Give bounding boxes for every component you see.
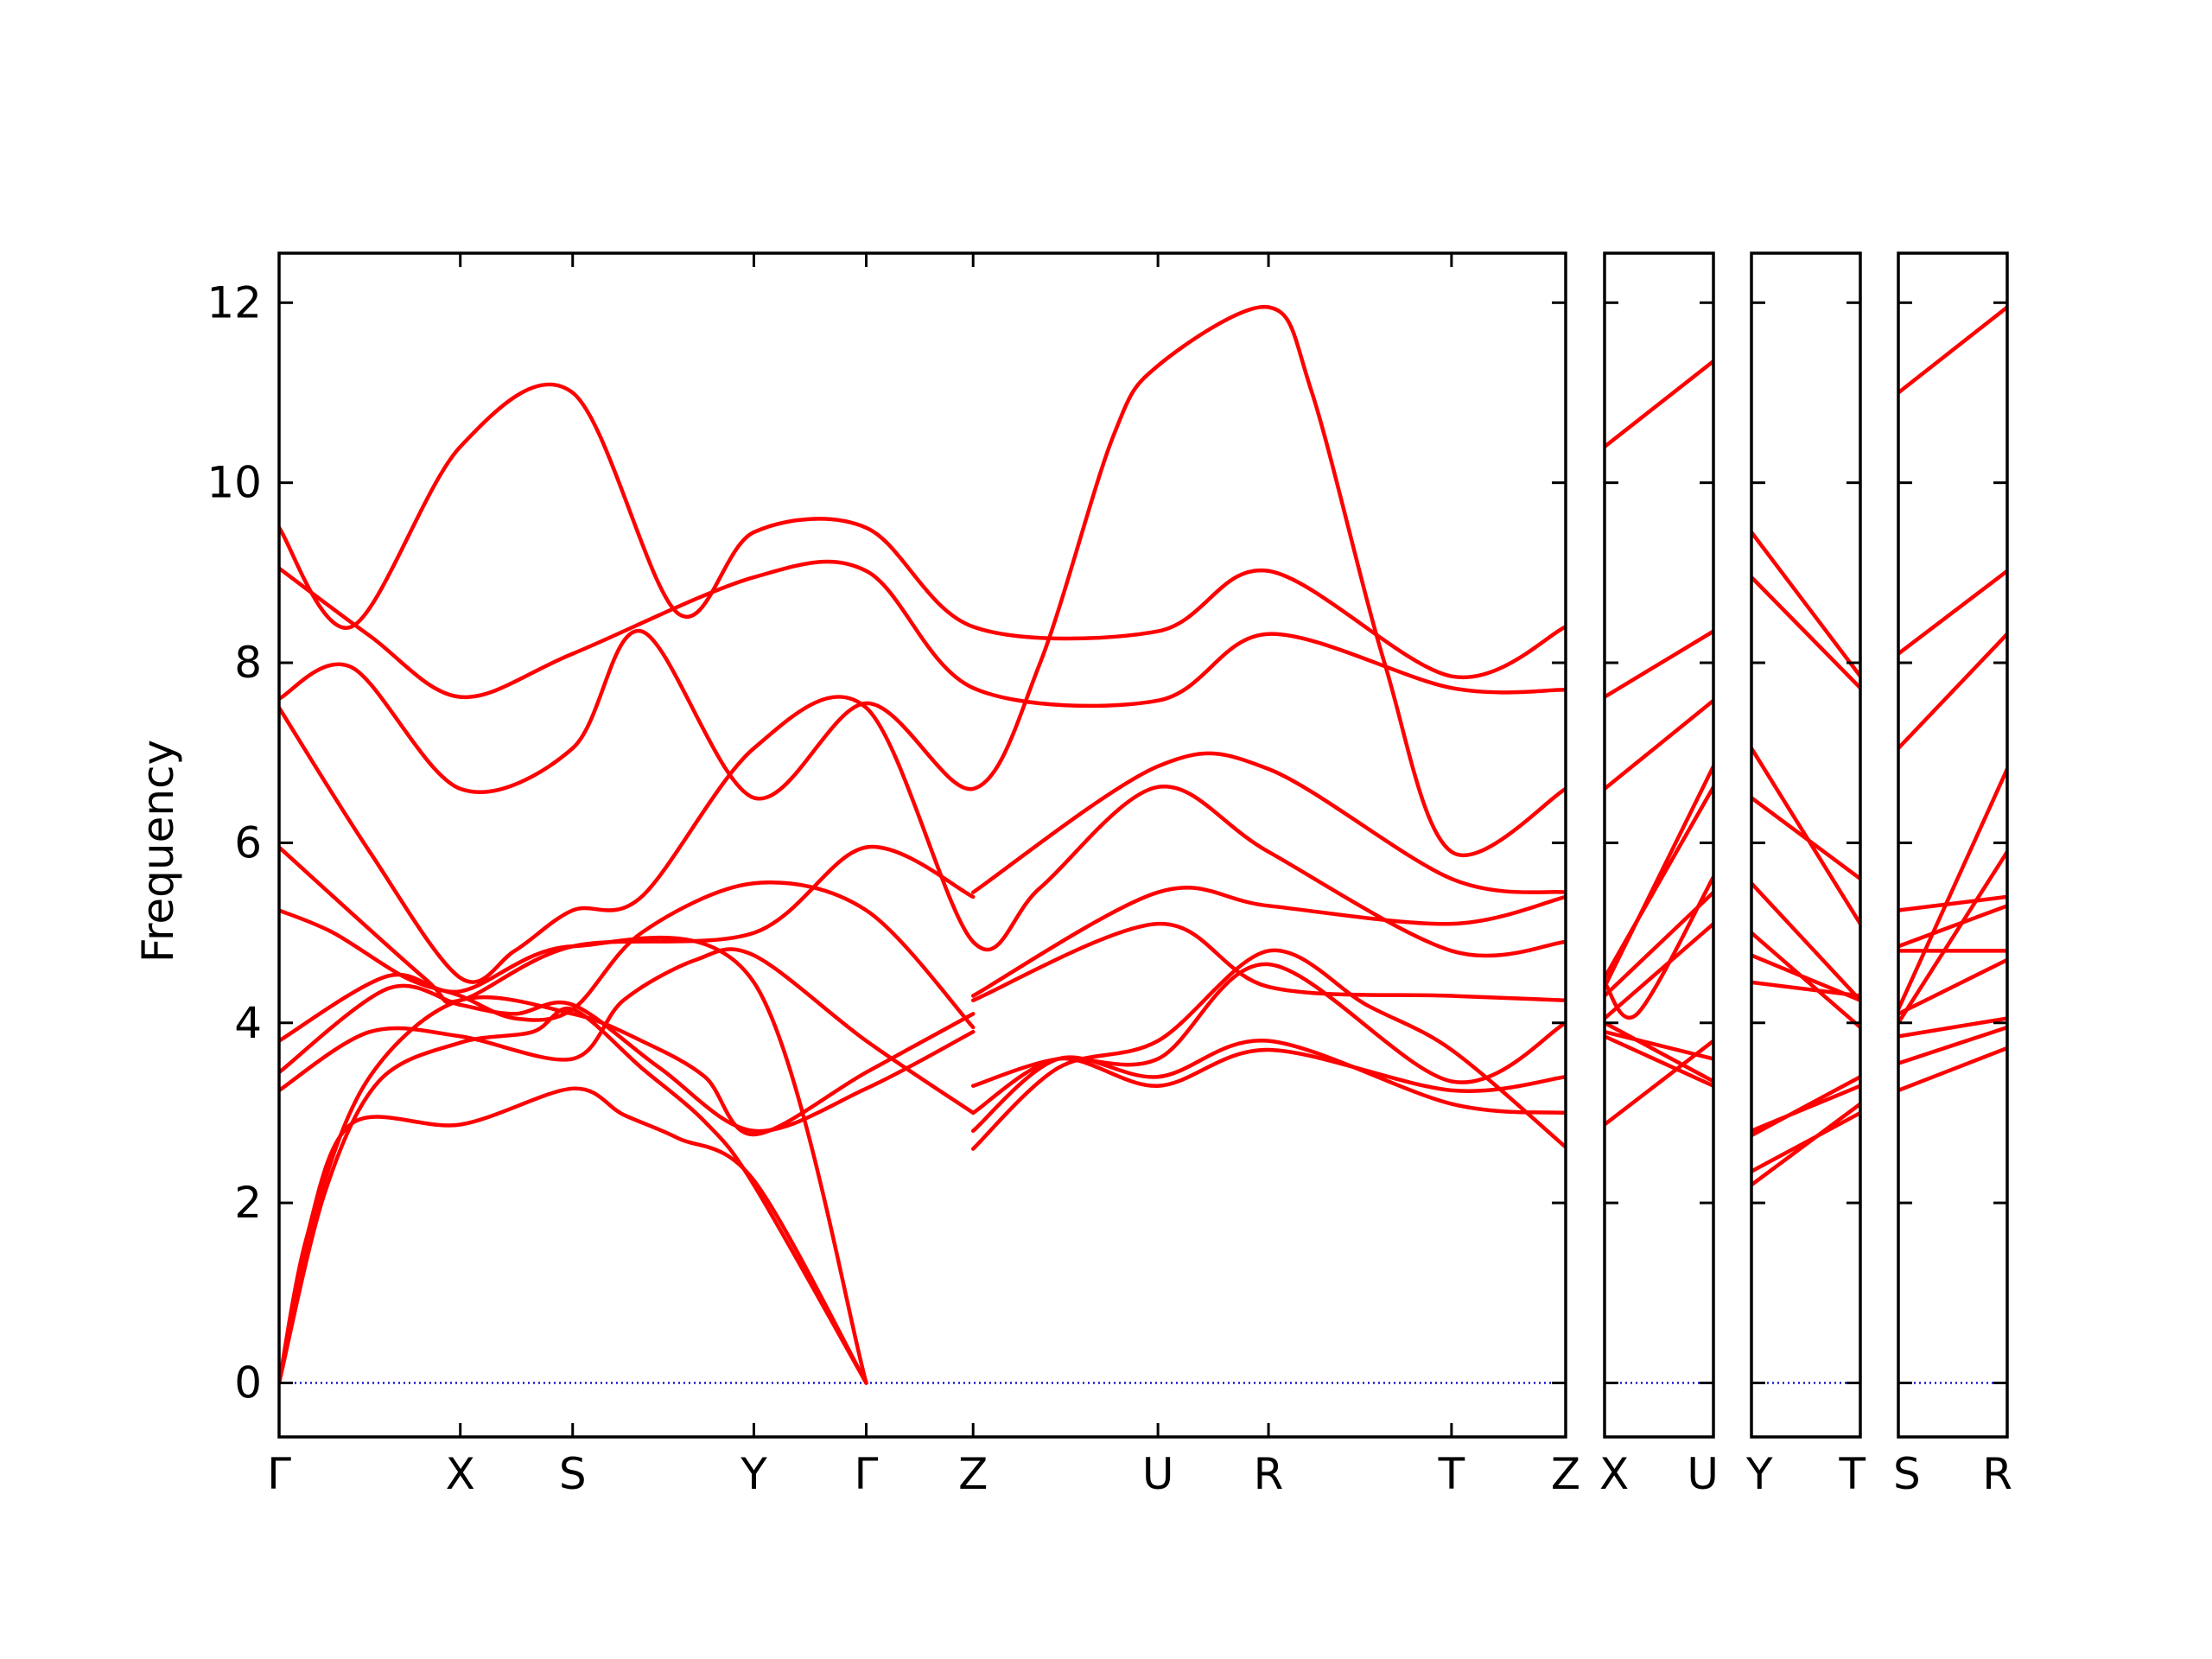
band-line-14 — [970, 1039, 1566, 1134]
band-line-11 — [279, 559, 1566, 709]
band-line-4 — [279, 947, 976, 1116]
band-line-7 — [1898, 904, 2007, 949]
band-line-9 — [1898, 957, 2007, 1016]
band-line-18 — [970, 886, 1566, 998]
band-line-12 — [279, 382, 1566, 680]
y-tick-label: 8 — [234, 638, 262, 688]
panel-frame — [1750, 251, 1862, 1439]
band-line-1 — [1751, 530, 1860, 678]
band-line-8 — [1751, 980, 1860, 998]
band-line-3 — [1898, 632, 2007, 751]
band-line-4 — [1751, 796, 1860, 881]
band-line-10 — [1898, 1016, 2007, 1039]
band-line-5 — [1605, 785, 1713, 980]
band-line-10 — [1751, 1075, 1860, 1138]
band-line-12 — [1898, 1046, 2007, 1093]
band-line-10 — [1605, 1029, 1713, 1061]
k-point-label: S — [1893, 1449, 1921, 1499]
band-line-1 — [1605, 359, 1713, 449]
band-line-10 — [279, 305, 1566, 857]
panel-frame — [277, 251, 1567, 1439]
band-line-3 — [279, 995, 976, 1385]
y-tick-label: 2 — [234, 1178, 262, 1228]
band-line-4 — [1898, 766, 2007, 1012]
band-line-5 — [1898, 849, 2007, 1026]
y-tick-label: 0 — [234, 1357, 262, 1408]
k-point-label: T — [1838, 1449, 1866, 1499]
bands — [279, 305, 1566, 1385]
k-point-label: X — [446, 1449, 475, 1499]
band-line-13 — [970, 948, 1566, 1151]
k-point-label: Γ — [855, 1449, 879, 1499]
band-line-12 — [1605, 1034, 1713, 1088]
band-line-11 — [1605, 1020, 1713, 1084]
band-line-16 — [970, 962, 1566, 1088]
band-line-4 — [1605, 764, 1713, 989]
k-point-label: U — [1687, 1449, 1719, 1499]
k-point-label: R — [1254, 1449, 1284, 1499]
band-line-3 — [1605, 698, 1713, 791]
y-axis-label-group: Frequency — [133, 740, 183, 963]
band-line-5 — [1751, 881, 1860, 1002]
band-line-2 — [1751, 575, 1860, 690]
bands — [1898, 305, 2007, 1093]
band-line-19 — [970, 751, 1566, 894]
y-tick-label: 4 — [234, 998, 262, 1048]
k-point-label: U — [1142, 1449, 1174, 1499]
k-point-label: Z — [958, 1449, 988, 1499]
y-axis-label: Frequency — [133, 740, 183, 963]
y-tick-label: 12 — [207, 277, 262, 327]
k-point-label: X — [1599, 1449, 1629, 1499]
band-line-12 — [1751, 1102, 1860, 1187]
k-point-label: Γ — [267, 1449, 291, 1499]
k-point-label: Z — [1551, 1449, 1580, 1499]
bands — [1605, 359, 1713, 1127]
k-point-label: Y — [740, 1449, 767, 1499]
panel-frame — [1603, 251, 1715, 1439]
bands — [1751, 530, 1860, 1187]
k-point-label: R — [1982, 1449, 2012, 1499]
band-line-2 — [1898, 569, 2007, 656]
k-point-label: S — [559, 1449, 587, 1499]
y-tick-label: 10 — [207, 458, 262, 508]
band-line-7 — [1751, 953, 1860, 1002]
band-line-9 — [1751, 1084, 1860, 1134]
band-line-1 — [279, 1086, 868, 1385]
panel-1: 0 2 4 6 8 10 12 Γ X S Y Γ Z U R T Z — [207, 251, 1580, 1499]
band-line-1 — [1898, 305, 2007, 395]
band-line-2 — [1605, 629, 1713, 699]
k-point-label: Y — [1745, 1449, 1773, 1499]
band-line-5 — [279, 983, 976, 1134]
y-tick-label: 6 — [234, 817, 262, 868]
band-line-17 — [970, 921, 1566, 1002]
band-line-2 — [279, 1006, 868, 1385]
band-line-9 — [279, 695, 1566, 984]
band-line-6 — [1898, 894, 2007, 912]
band-line-7 — [279, 880, 976, 1030]
band-line-8 — [1605, 921, 1713, 1020]
band-line-6 — [1751, 931, 1860, 1030]
band-line-8 — [279, 844, 976, 1005]
band-line-7 — [1605, 890, 1713, 998]
panel-frame — [1897, 251, 2009, 1439]
band-line-11 — [1898, 1025, 2007, 1065]
band-line-9 — [1605, 1039, 1713, 1127]
k-point-label: T — [1438, 1449, 1465, 1499]
